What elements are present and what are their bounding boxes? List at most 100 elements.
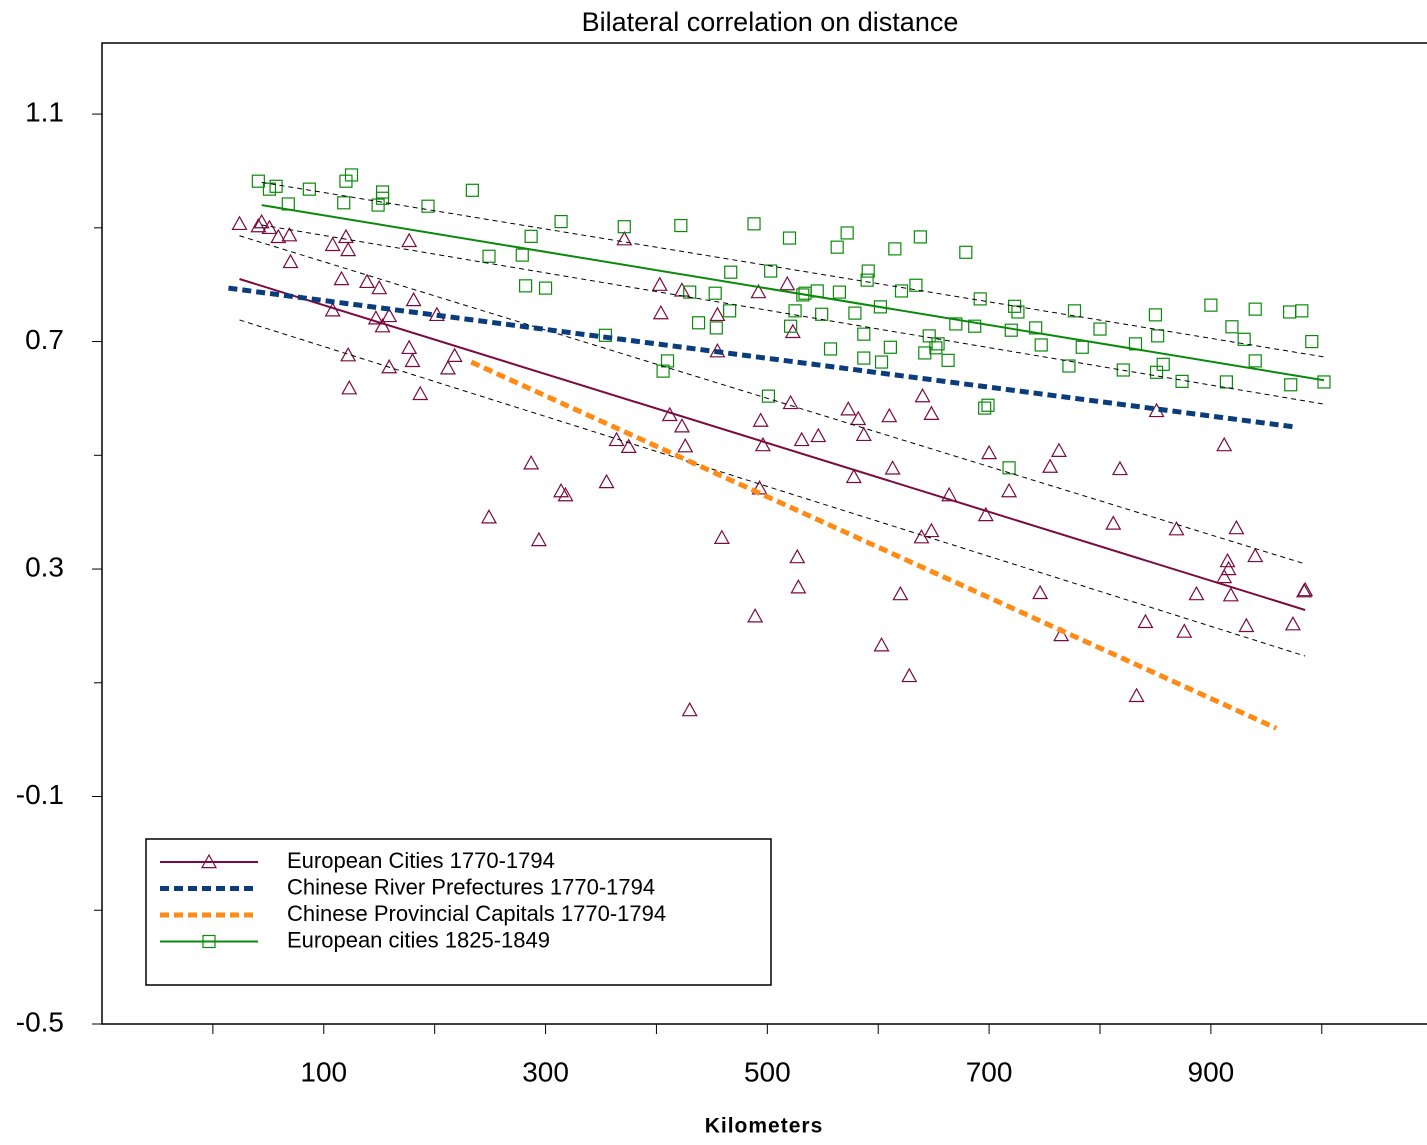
data-point [713,529,730,544]
data-point [1248,354,1262,368]
data-point [751,480,768,495]
data-point [1011,305,1025,319]
data-point [421,199,435,213]
data-point [1305,334,1319,349]
legend-marker [200,853,218,869]
legend-label: European Cities 1770-1794 [287,848,555,873]
data-point [282,253,299,269]
data-point [340,241,357,257]
legend-marker [202,934,216,949]
data-point [788,304,802,318]
data-point [530,531,547,547]
data-point [553,482,570,498]
data-point [524,229,538,243]
data-point [752,412,769,427]
x-tick-label: 100 [300,1056,347,1087]
data-point [977,506,994,522]
data-point [883,340,898,354]
data-point [873,637,890,652]
data-point [789,548,806,564]
legend-label: Chinese River Prefectures 1770-1794 [287,874,655,899]
data-point [1247,547,1264,563]
x-axis-label: Kilometers [705,1115,824,1138]
data-point [482,249,496,263]
fit-line [470,359,1278,731]
data-point [480,509,498,524]
data-point [1248,302,1262,316]
legend-box [145,838,772,986]
data-point [231,215,248,231]
data-point [823,342,838,356]
data-point [1034,338,1048,352]
data-point [1156,357,1170,371]
data-point [371,198,385,212]
data-point [724,265,738,279]
data-point [790,579,807,594]
data-point [981,398,995,412]
data-point [617,220,631,234]
data-point [439,360,456,375]
data-point [324,236,341,252]
data-point [941,486,958,502]
data-point [923,405,940,420]
data-point [1297,581,1314,597]
data-point [381,307,398,323]
data-point [1137,613,1154,629]
data-point [371,279,388,295]
data-point [1176,623,1193,638]
data-point [848,306,862,320]
data-point [1148,308,1163,322]
data-point [620,438,637,453]
data-point [1284,378,1298,392]
y-tick-label: 1.1 [25,96,64,127]
data-point [608,431,625,447]
data-point [1228,519,1245,535]
data-point [446,347,463,362]
data-point [337,228,354,244]
x-tick-label: 500 [744,1056,791,1087]
data-point [523,455,540,470]
data-point [1188,585,1205,601]
data-point [253,213,270,229]
data-point [1067,304,1082,318]
data-point [973,292,987,306]
data-point [1116,363,1130,377]
data-point [1238,617,1255,633]
data-point [931,337,945,351]
data-point [968,319,982,333]
fit-line [239,278,1306,611]
data-point [941,353,955,367]
data-point [861,264,875,278]
data-point [978,401,992,415]
data-point [981,444,998,460]
data-point [1093,322,1107,336]
x-tick-label: 700 [966,1056,1013,1087]
data-point [840,401,857,416]
data-point [918,346,932,360]
x-tick-label: 300 [522,1056,569,1087]
data-point [874,355,889,369]
data-point [465,183,479,197]
data-point [652,304,669,320]
data-point [1001,482,1018,498]
data-point [784,319,798,333]
data-point [683,285,697,299]
data-point [1050,442,1067,457]
data-point [598,328,613,342]
data-point [340,346,357,362]
data-point [302,182,316,196]
data-point [598,473,615,489]
data-point [1062,359,1076,373]
data-point [269,179,283,193]
data-point [850,410,867,426]
data-point [538,281,553,295]
data-point [1204,298,1218,312]
data-point [1222,586,1239,602]
data-point [251,174,265,188]
data-point [782,394,799,410]
data-point [881,407,898,423]
data-point [949,317,963,331]
data-point [375,185,390,199]
